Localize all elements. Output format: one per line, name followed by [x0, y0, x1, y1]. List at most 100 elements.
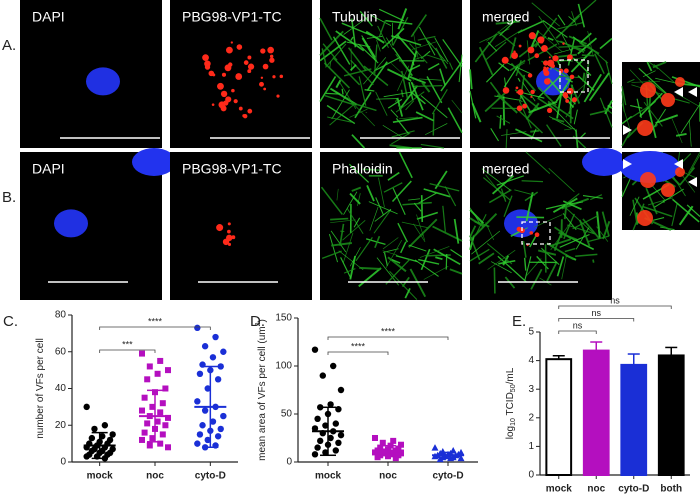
point: [204, 436, 211, 444]
y-tick-label: 150: [275, 313, 292, 324]
fiber: [654, 123, 659, 128]
image-bg: [20, 152, 162, 300]
fiber: [326, 104, 356, 125]
point: [220, 348, 227, 355]
fiber: [577, 75, 595, 91]
fiber: [343, 191, 358, 215]
fiber: [679, 166, 696, 186]
fiber: [567, 193, 580, 204]
point: [335, 406, 342, 413]
vf-dot: [543, 69, 550, 77]
zoom-box: [521, 221, 551, 245]
fiber: [400, 70, 409, 99]
fiber: [416, 214, 426, 241]
fiber: [359, 10, 373, 27]
fiber: [323, 62, 350, 89]
point: [83, 403, 90, 411]
fiber: [376, 257, 399, 286]
point: [322, 422, 329, 429]
fiber: [392, 187, 406, 215]
fiber: [347, 47, 367, 72]
point: [398, 441, 404, 448]
vf-dot: [527, 46, 535, 54]
y-label-part: ): [257, 319, 268, 322]
fiber: [342, 220, 366, 241]
fiber: [556, 92, 563, 119]
x-tick-label: noc: [146, 471, 164, 482]
vf-dot: [567, 87, 574, 95]
y-label-part: TCID: [505, 392, 516, 418]
fiber: [478, 252, 495, 265]
fiber: [417, 192, 437, 205]
fiber: [530, 268, 543, 290]
inset: [621, 61, 700, 148]
fiber: [349, 255, 357, 280]
fiber: [494, 29, 523, 47]
fiber: [449, 268, 463, 275]
fiber: [391, 35, 422, 46]
vf-dot: [260, 48, 266, 54]
fiber: [587, 31, 594, 55]
significance-label: ns: [610, 295, 620, 305]
vf-dot: [540, 40, 544, 44]
point: [220, 412, 227, 420]
vf-dot: [259, 81, 264, 87]
fiber: [509, 59, 526, 72]
fiber: [524, 256, 532, 281]
fiber: [419, 246, 450, 258]
fiber: [385, 258, 411, 285]
nucleus: [132, 148, 176, 176]
fiber: [672, 98, 690, 104]
vf-dot: [260, 76, 264, 79]
fiber: [325, 43, 347, 68]
fiber: [503, 195, 513, 217]
fiber: [689, 119, 692, 147]
vf-dot: [238, 106, 243, 111]
point: [337, 431, 345, 439]
point: [139, 436, 145, 443]
fiber: [498, 62, 510, 72]
arrowhead: [674, 159, 683, 169]
fiber: [330, 219, 356, 224]
point: [194, 324, 201, 332]
fiber: [605, 60, 613, 85]
image-bg: [170, 152, 312, 300]
fiber: [411, 61, 415, 66]
point: [372, 435, 378, 441]
vf-dot: [243, 60, 249, 65]
x-tick-label: noc: [379, 471, 397, 482]
y-label-part: 50: [510, 384, 517, 392]
fiber: [502, 255, 510, 266]
point: [157, 357, 164, 364]
point: [146, 442, 153, 449]
fiber: [330, 230, 347, 253]
fiber: [397, 8, 408, 30]
panel-label: C.: [3, 313, 18, 330]
fiber: [444, 186, 457, 207]
vf-dot: [637, 120, 653, 136]
fiber: [424, 53, 447, 62]
fiber: [629, 196, 640, 216]
vf-dot: [530, 89, 535, 95]
fiber: [522, 240, 527, 258]
vf-dot: [233, 99, 238, 104]
fiber: [565, 77, 573, 83]
point: [457, 454, 465, 462]
point: [139, 350, 145, 357]
point: [392, 455, 399, 462]
fiber: [469, 248, 490, 262]
fiber: [398, 151, 413, 179]
vf-dot: [546, 107, 553, 113]
fiber: [517, 77, 521, 82]
fiber: [426, 76, 443, 104]
fiber: [469, 209, 485, 225]
fiber: [391, 130, 415, 138]
arrowhead: [623, 159, 632, 169]
y-label-part: /mL: [505, 367, 516, 384]
fiber: [331, 89, 350, 120]
fiber: [566, 224, 596, 235]
point: [201, 343, 209, 350]
fiber: [328, 234, 339, 263]
vf-dot: [543, 60, 549, 66]
fiber: [572, 215, 598, 230]
